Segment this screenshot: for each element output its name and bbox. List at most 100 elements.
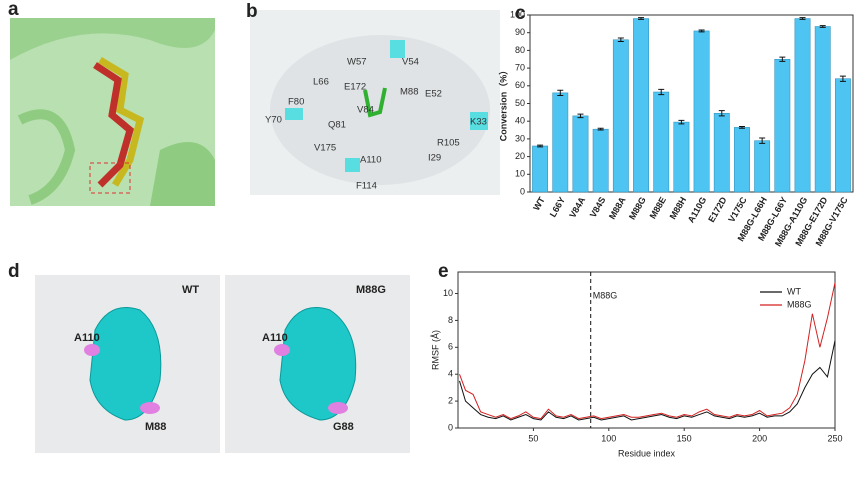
x-tick-label: 100	[601, 433, 616, 443]
error-bar	[557, 89, 564, 97]
x-tick-label: WT	[531, 195, 547, 213]
error-bar	[597, 127, 604, 131]
y-tick-label: 10	[515, 169, 525, 179]
bar	[572, 115, 589, 193]
x-tick-label: E172D	[706, 195, 729, 224]
x-tick-label: V84S	[588, 195, 608, 219]
x-tick-label: L66Y	[548, 195, 567, 219]
bar	[693, 30, 710, 193]
y-tick-label: 0	[520, 186, 525, 196]
bar	[653, 91, 670, 193]
y-axis-label: Conversion（%）	[498, 66, 508, 142]
x-tick-label: 250	[827, 433, 842, 443]
d-title: WT	[182, 284, 199, 296]
y-tick-label: 0	[448, 422, 453, 432]
residue-label: M88	[400, 87, 418, 98]
bar	[754, 140, 771, 193]
d-label: A110	[262, 332, 288, 344]
residue-label: F80	[288, 97, 304, 108]
x-tick-label: M88E	[648, 195, 668, 220]
error-bar	[638, 17, 645, 20]
panel-b-image	[250, 10, 500, 195]
residue-label: Y70	[265, 115, 282, 126]
error-bar	[718, 110, 725, 117]
panel-label: d	[8, 261, 20, 282]
bar	[592, 128, 609, 193]
residue-label: L66	[313, 77, 329, 88]
y-tick-label: 2	[448, 395, 453, 405]
error-bar	[819, 25, 826, 28]
d-label: G88	[333, 421, 354, 433]
bar	[713, 112, 730, 193]
error-bar	[759, 137, 766, 144]
bar	[814, 26, 831, 193]
error-bar	[839, 75, 846, 82]
bar	[552, 92, 569, 193]
error-bar	[577, 113, 584, 119]
residue-label: K33	[470, 117, 487, 128]
error-bar	[658, 88, 665, 96]
x-tick-label: M88G	[627, 195, 648, 221]
bar	[834, 78, 851, 193]
d-label: A110	[74, 332, 100, 344]
x-tick-label: M88H	[668, 195, 689, 221]
annotation-label: M88G	[593, 290, 618, 300]
legend-label: WT	[787, 286, 801, 296]
y-tick-label: 8	[448, 315, 453, 325]
y-tick-label: 6	[448, 342, 453, 352]
error-bar	[738, 126, 745, 129]
y-tick-label: 30	[515, 133, 525, 143]
bar	[734, 127, 750, 193]
panel-d-images	[35, 275, 410, 453]
x-tick-label: 200	[752, 433, 767, 443]
panel-label: b	[246, 1, 258, 22]
residue-label: V54	[402, 57, 419, 68]
bar	[633, 18, 649, 193]
x-tick-label: A110G	[686, 195, 709, 224]
x-axis-label: Residue index	[618, 448, 676, 458]
y-tick-label: 80	[515, 45, 525, 55]
residue-label: A110	[360, 155, 381, 166]
series-line	[459, 282, 836, 420]
residue-label: V175	[314, 143, 336, 154]
y-tick-label: 70	[515, 62, 525, 72]
y-tick-label: 20	[515, 151, 525, 161]
residue-label: W57	[347, 57, 367, 68]
bar	[794, 18, 811, 193]
residue-label: V84	[357, 105, 374, 116]
panel-label: e	[438, 261, 449, 282]
y-axis-label: RMSF (Å)	[430, 330, 440, 370]
y-tick-label: 60	[515, 80, 525, 90]
bar	[612, 39, 629, 193]
residue-label: I29	[428, 153, 441, 164]
residue-label: E172	[344, 82, 366, 93]
y-tick-label: 4	[448, 369, 453, 379]
bar	[673, 121, 690, 193]
error-bar	[698, 29, 705, 33]
x-tick-label: 150	[677, 433, 692, 443]
legend-label: M88G	[787, 299, 812, 309]
y-tick-label: 100	[510, 9, 525, 19]
d-label: M88	[145, 421, 166, 433]
x-tick-label: 50	[528, 433, 538, 443]
y-tick-label: 50	[515, 98, 525, 108]
x-tick-label: V84A	[567, 195, 587, 220]
panel-label: c	[515, 3, 526, 24]
y-tick-label: 10	[443, 288, 453, 298]
error-bar	[617, 37, 624, 43]
residue-label: R105	[437, 138, 460, 149]
residue-label: F114	[356, 181, 377, 192]
x-tick-label: M88A	[607, 195, 628, 221]
series-line	[459, 340, 836, 421]
bar	[532, 145, 549, 193]
bar	[774, 59, 791, 193]
plot-frame	[457, 271, 836, 429]
panel-label: a	[8, 0, 19, 20]
error-bar	[678, 119, 685, 125]
error-bar	[779, 56, 786, 62]
residue-label: E52	[425, 89, 442, 100]
error-bar	[799, 17, 806, 20]
error-bar	[537, 144, 544, 148]
